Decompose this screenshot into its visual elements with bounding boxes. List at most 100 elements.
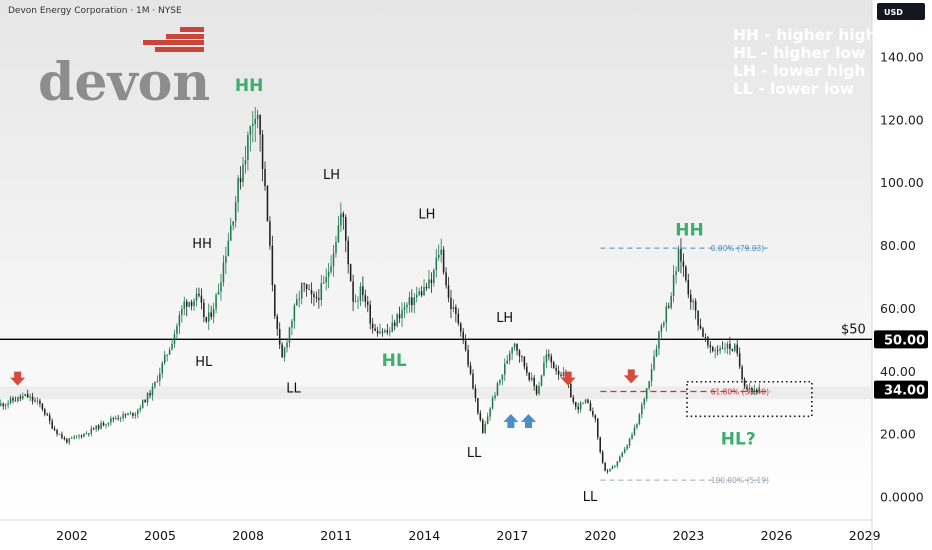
- candle-body: [176, 325, 178, 334]
- candle-body: [577, 406, 579, 410]
- candle-body: [677, 248, 680, 272]
- candle-body: [78, 435, 80, 437]
- candle-body: [423, 286, 425, 296]
- annotations-layer: HH HH HL LL LH LH HL LH LL LL HH HL?: [192, 76, 755, 505]
- current-price-tag-box: [874, 380, 928, 399]
- candle-body: [181, 308, 183, 316]
- legend-entry: LH - lower high: [733, 62, 865, 80]
- candle-body: [48, 415, 51, 421]
- candle-body: [477, 398, 479, 414]
- candle-body: [237, 178, 239, 203]
- candle-body: [557, 370, 560, 375]
- candle-body: [697, 310, 699, 326]
- candle-body: [293, 305, 296, 321]
- candle-body: [178, 315, 181, 326]
- candle-body: [102, 422, 105, 426]
- candle-body: [415, 294, 418, 298]
- candle-body: [190, 301, 193, 306]
- candle-body: [743, 379, 746, 387]
- candle-body: [584, 399, 587, 403]
- candle-body: [166, 354, 168, 356]
- candle-body: [447, 285, 450, 298]
- arrow-up-icon: [503, 414, 519, 429]
- candle-body: [393, 322, 396, 326]
- candle-body: [459, 323, 462, 332]
- time-axis-background[interactable]: [0, 520, 932, 550]
- price-tick-label: 120.00: [880, 112, 924, 127]
- candle-body: [210, 312, 212, 317]
- candle-body: [193, 300, 195, 306]
- candle-body: [398, 314, 401, 319]
- candle-body: [296, 299, 298, 306]
- candle-body: [9, 398, 12, 404]
- logo-bar: [180, 27, 204, 32]
- candle-body: [274, 285, 276, 317]
- candle-body: [291, 320, 293, 328]
- candle-body: [469, 365, 472, 374]
- candle-body: [127, 413, 129, 416]
- arrows-layer: [10, 369, 639, 429]
- candle-body: [716, 350, 719, 352]
- pattern-label: LH: [323, 168, 340, 183]
- candle-body: [709, 345, 712, 348]
- candle-body: [7, 403, 9, 405]
- candle-body: [22, 396, 24, 399]
- candle-body: [234, 202, 237, 222]
- candle-body: [286, 342, 288, 348]
- candle-body: [362, 286, 364, 296]
- pattern-label: LH: [418, 207, 435, 222]
- candle-body: [354, 300, 357, 302]
- candle-body: [340, 213, 342, 226]
- candle-body: [66, 439, 68, 443]
- candle-body: [327, 271, 330, 278]
- currency-badge[interactable]: USD: [877, 3, 925, 20]
- candle-body: [347, 240, 349, 265]
- candle-body: [738, 353, 741, 367]
- candle-body: [44, 409, 46, 415]
- candle-body: [68, 438, 71, 443]
- candle-body: [70, 438, 73, 439]
- candle-body: [259, 114, 261, 135]
- candle-body: [753, 389, 756, 391]
- candle-body: [80, 435, 83, 437]
- candle-body: [379, 331, 381, 334]
- candle-body: [34, 400, 36, 402]
- candle-body: [535, 386, 538, 394]
- candle-body: [636, 424, 638, 428]
- candle-body: [396, 314, 398, 326]
- candle-body: [609, 468, 611, 472]
- candle-body: [2, 403, 4, 407]
- legend-entry: HH - higher high: [733, 26, 877, 44]
- candle-body: [325, 277, 327, 283]
- candle-body: [141, 400, 144, 408]
- candle-body: [499, 379, 501, 384]
- candle-body: [521, 356, 523, 357]
- candle-body: [51, 420, 53, 429]
- candle-body: [741, 366, 743, 380]
- candle-body: [298, 298, 301, 300]
- candle-body: [239, 178, 242, 183]
- candle-body: [724, 348, 726, 350]
- candle-body: [440, 249, 442, 255]
- logo-bar: [143, 40, 204, 45]
- candle-body: [249, 125, 252, 135]
- candle-body: [734, 344, 736, 351]
- candle-body: [63, 438, 66, 440]
- candle-body: [371, 323, 374, 329]
- level-label: $50: [841, 322, 866, 337]
- candle-body: [359, 286, 362, 301]
- candle-body: [508, 353, 511, 361]
- candle-body: [31, 396, 34, 401]
- time-tick-label: 2014: [408, 528, 440, 543]
- consolidation-box[interactable]: [686, 380, 813, 418]
- candle-body: [496, 383, 499, 396]
- candle-body: [161, 363, 164, 374]
- candle-body: [533, 377, 535, 387]
- price-axis-background[interactable]: [872, 0, 932, 520]
- candle-body: [560, 374, 562, 376]
- pattern-label: HH: [675, 221, 703, 241]
- candle-body: [100, 422, 102, 429]
- candle-body: [271, 245, 274, 286]
